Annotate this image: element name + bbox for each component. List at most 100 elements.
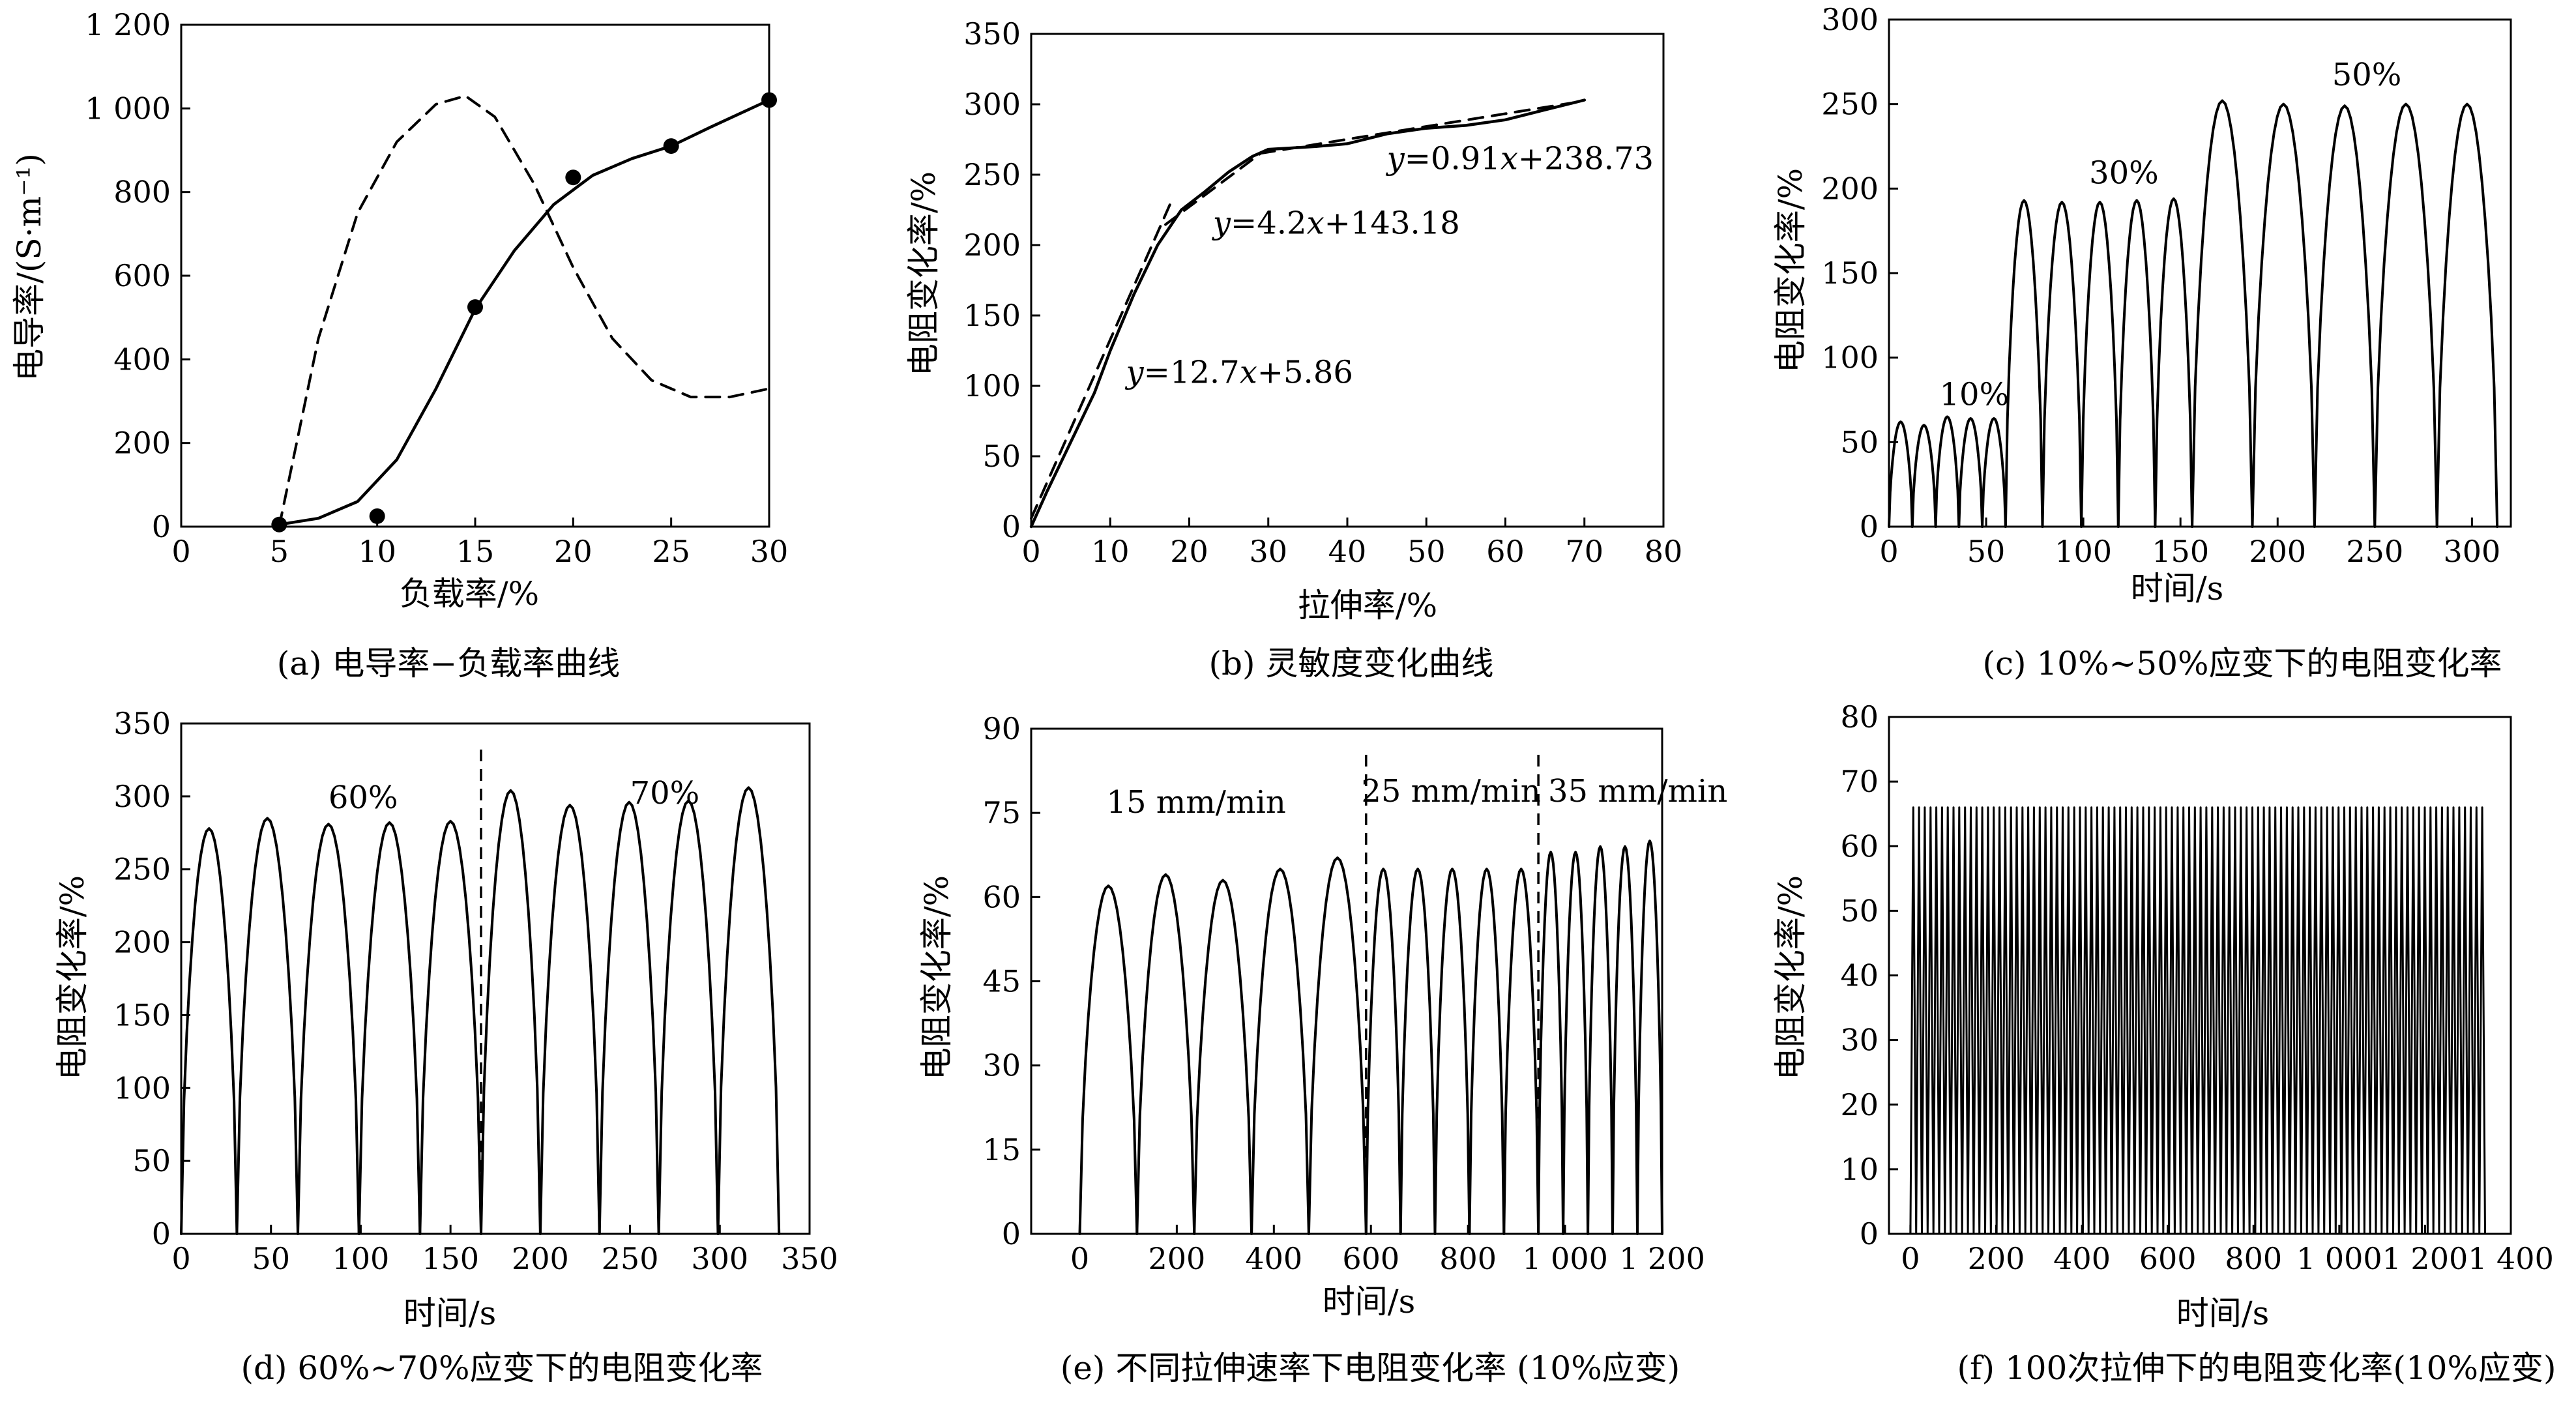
cycle-14-trace — [1611, 845, 1639, 1235]
chart-f-ylabel: 电阻变化率/% — [1772, 875, 1809, 1080]
y-tick-label: 20 — [1840, 1087, 1879, 1122]
chart-f-caption: (f) 100次拉伸下的电阻变化率(10%应变) — [1957, 1349, 2556, 1387]
x-tick-label: 100 — [2055, 534, 2112, 569]
x-tick-label: 300 — [691, 1241, 748, 1276]
chart-e: (e) 不同拉伸速率下电阻变化率 (10%应变) 时间/s 电阻变化率/% 0 2… — [918, 711, 1727, 1387]
x-tick-label: 400 — [2053, 1241, 2111, 1276]
series-4-line — [1259, 99, 1586, 155]
cycle-8-trace — [598, 800, 660, 1235]
cycle-3-trace — [1193, 879, 1253, 1235]
annotation-part: x — [1307, 205, 1325, 242]
x-tick-label: 20 — [554, 534, 593, 569]
y-tick-label: 300 — [1821, 2, 1879, 37]
cycle-15-trace — [2435, 102, 2499, 528]
x-tick-label: 800 — [1439, 1241, 1497, 1276]
x-tick-label: 20 — [1170, 534, 1208, 569]
x-tick-label: 30 — [750, 534, 789, 569]
y-tick-label: 300 — [113, 779, 171, 814]
y-tick-label: 50 — [982, 439, 1021, 474]
y-tick-label: 40 — [1840, 958, 1879, 993]
y-tick-label: 0 — [1860, 1216, 1879, 1251]
cycle-8-trace — [1433, 868, 1471, 1235]
chart-c: (c) 10%~50%应变下的电阻变化率 时间/s 电阻变化率/% 0 50 100… — [1772, 2, 2512, 682]
x-tick-label: 600 — [2139, 1241, 2197, 1276]
cycle-5-trace — [1307, 856, 1368, 1235]
y-tick-label: 350 — [963, 16, 1021, 51]
annotation: y=4.2x+143.18 — [1212, 205, 1460, 242]
x-tick-label: 50 — [252, 1241, 290, 1276]
cycle-6-trace — [480, 789, 542, 1235]
data-point — [565, 169, 581, 186]
chart-a-xlabel: 负载率/% — [400, 575, 539, 613]
y-tick-label: 0 — [152, 1216, 171, 1251]
y-tick-label: 60 — [982, 879, 1021, 914]
y-tick-label: 70 — [1840, 764, 1879, 799]
cycle-15-trace — [1636, 840, 1663, 1235]
x-tick-label: 400 — [1245, 1241, 1302, 1276]
annotation: y=0.91x+238.73 — [1386, 140, 1654, 177]
y-tick-label: 600 — [113, 258, 171, 293]
x-tick-label: 15 — [456, 534, 495, 569]
x-tick-label: 800 — [2225, 1241, 2282, 1276]
y-tick-label: 150 — [1821, 256, 1879, 291]
chart-c-xlabel: 时间/s — [2131, 570, 2224, 607]
x-tick-label: 100 — [332, 1241, 390, 1276]
chart-b-caption: (b) 灵敏度变化曲线 — [1209, 645, 1494, 682]
cycle-2-trace — [1135, 873, 1196, 1235]
cycle-4-trace — [357, 821, 422, 1235]
x-tick-label: 200 — [1148, 1241, 1205, 1276]
y-tick-label: 200 — [963, 227, 1021, 263]
chart-b-xlabel: 拉伸率/% — [1298, 587, 1437, 624]
y-tick-label: 90 — [982, 711, 1021, 746]
y-tick-label: 80 — [1840, 699, 1879, 735]
x-tick-label: 1 000 — [2296, 1241, 2382, 1276]
y-tick-label: 0 — [1860, 509, 1879, 544]
series-1-line — [1029, 98, 1587, 529]
y-tick-label: 10 — [1840, 1152, 1879, 1187]
y-tick-label: 75 — [982, 795, 1021, 830]
x-tick-label: 0 — [1901, 1241, 1920, 1276]
y-tick-label: 150 — [113, 997, 171, 1032]
y-tick-label: 50 — [1840, 424, 1879, 460]
series-2-line — [1030, 195, 1175, 520]
y-tick-label: 800 — [113, 175, 171, 210]
annotation-part: x — [1500, 140, 1518, 177]
y-tick-label: 30 — [1840, 1023, 1879, 1058]
cycle-13-trace — [1587, 845, 1614, 1235]
plot-frame — [180, 722, 811, 1235]
chart-b-ylabel: 电阻变化率/% — [905, 171, 943, 376]
cycle-6-trace — [2004, 199, 2044, 528]
annotation: 25 mm/min — [1361, 773, 1540, 810]
y-tick-label: 350 — [113, 706, 171, 741]
cycle-7-trace — [538, 804, 601, 1235]
cycle-13-trace — [2313, 104, 2377, 528]
y-tick-label: 250 — [113, 852, 171, 887]
x-tick-label: 150 — [422, 1241, 479, 1276]
y-tick-label: 100 — [1821, 340, 1879, 375]
cycle-10-trace — [716, 786, 781, 1235]
chart-a-ylabel: 电导率/(S·m⁻¹) — [10, 153, 48, 381]
annotation: 60% — [329, 780, 398, 816]
annotation: y=12.7x+5.86 — [1125, 355, 1353, 391]
series-2-line — [278, 98, 771, 527]
annotation: 70% — [630, 775, 700, 811]
annotation-part: =4.2 — [1231, 205, 1307, 242]
cycle-10-trace — [1502, 868, 1540, 1235]
y-tick-label: 1 000 — [85, 91, 171, 126]
x-tick-label: 10 — [358, 534, 396, 569]
annotation-part: +5.86 — [1257, 355, 1353, 391]
x-tick-label: 150 — [2152, 534, 2209, 569]
annotation-part: +143.18 — [1325, 205, 1460, 242]
cycle-2-trace — [1910, 424, 1937, 528]
cycle-12-trace — [2251, 102, 2316, 528]
cycle-11-trace — [1537, 851, 1565, 1235]
x-tick-label: 0 — [1879, 534, 1898, 569]
cycle-3-trace — [297, 823, 360, 1235]
annotation: 15 mm/min — [1106, 784, 1285, 821]
cycle-7-trace — [1399, 868, 1437, 1235]
y-tick-label: 0 — [1002, 1216, 1021, 1251]
chart-a: (a) 电导率−负载率曲线 负载率/% 电导率/(S·m⁻¹) 0 5 10 15 20… — [10, 7, 788, 682]
cycle-1-trace — [1078, 884, 1139, 1235]
annotation-part: +238.73 — [1518, 140, 1654, 177]
